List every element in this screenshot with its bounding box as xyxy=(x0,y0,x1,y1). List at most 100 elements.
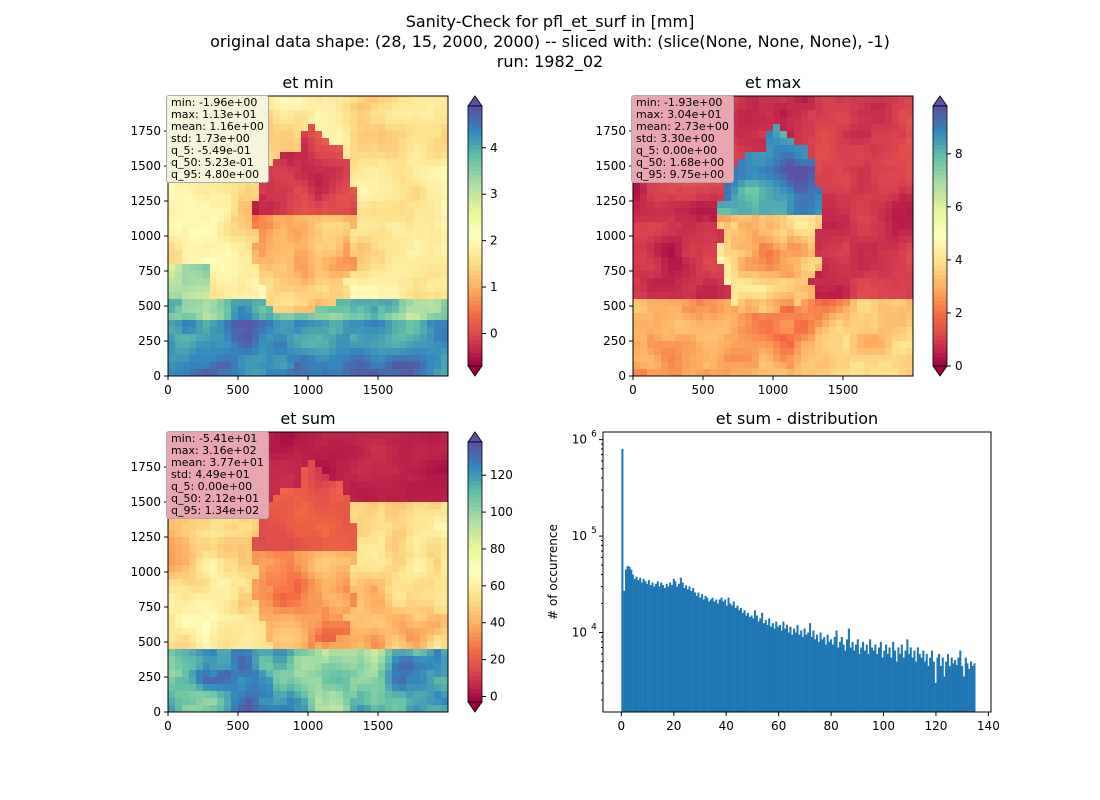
heatmap-cell xyxy=(301,96,309,104)
heatmap-cell xyxy=(710,292,718,300)
heatmap-cell xyxy=(252,327,260,335)
heatmap-cell xyxy=(808,117,816,125)
heatmap-cell xyxy=(808,173,816,181)
heatmap-cell xyxy=(682,362,690,370)
heatmap-cell xyxy=(210,677,218,685)
heatmap-cell xyxy=(878,369,886,377)
heatmap-cell xyxy=(392,572,400,580)
heatmap-cell xyxy=(885,292,893,300)
heatmap-cell xyxy=(231,642,239,650)
heatmap-cell xyxy=(420,124,428,132)
heatmap-cell xyxy=(766,257,774,265)
heatmap-cell xyxy=(864,229,872,237)
heatmap-cell xyxy=(280,194,288,202)
colorbar-segment xyxy=(933,184,947,189)
heatmap-cell xyxy=(294,159,302,167)
heatmap-cell xyxy=(822,180,830,188)
heatmap-cell xyxy=(301,502,309,510)
heatmap-cell xyxy=(287,474,295,482)
heatmap-cell xyxy=(717,236,725,244)
heatmap-cell xyxy=(696,208,704,216)
heatmap-cell xyxy=(189,628,197,636)
heatmap-cell xyxy=(301,138,309,146)
heatmap-cell xyxy=(843,250,851,258)
heatmap-cell xyxy=(308,663,316,671)
heatmap-cell xyxy=(168,187,176,195)
heatmap-cell xyxy=(864,173,872,181)
heatmap-cell xyxy=(217,257,225,265)
heatmap-cell xyxy=(399,320,407,328)
heatmap-cell xyxy=(399,488,407,496)
heatmap-cell xyxy=(759,369,767,377)
heatmap-cell xyxy=(329,103,337,111)
heatmap-cell xyxy=(175,572,183,580)
heatmap-cell xyxy=(322,502,330,510)
heatmap-cell xyxy=(336,642,344,650)
heatmap-cell xyxy=(357,166,365,174)
heatmap-cell xyxy=(315,586,323,594)
colorbar-segment xyxy=(468,162,482,168)
heatmap-cell xyxy=(850,222,858,230)
heatmap-cell xyxy=(434,516,442,524)
colorbar-segment xyxy=(468,275,482,280)
heatmap-cell xyxy=(266,96,274,104)
heatmap-cell xyxy=(357,551,365,559)
heatmap-cell xyxy=(822,173,830,181)
heatmap-cell xyxy=(217,215,225,223)
heatmap-cell xyxy=(399,656,407,664)
heatmap-cell xyxy=(175,327,183,335)
heatmap-cell xyxy=(899,96,907,104)
heatmap-cell xyxy=(413,271,421,279)
heatmap-cell xyxy=(633,355,641,363)
colorbar-segment xyxy=(933,140,947,146)
heatmap-cell xyxy=(885,110,893,118)
heatmap-cell xyxy=(434,243,442,251)
heatmap-cell xyxy=(427,187,435,195)
heatmap-cell xyxy=(745,299,753,307)
heatmap-cell xyxy=(350,271,358,279)
heatmap-cell xyxy=(871,292,879,300)
heatmap-cell xyxy=(885,166,893,174)
heatmap-cell xyxy=(168,579,176,587)
heatmap-cell xyxy=(329,467,337,475)
heatmap-cell xyxy=(336,173,344,181)
heatmap-cell xyxy=(413,460,421,468)
heatmap-cell xyxy=(245,355,253,363)
heatmap-cell xyxy=(829,292,837,300)
heatmap-cell xyxy=(266,551,274,559)
heatmap-cell xyxy=(406,663,414,671)
heatmap-cell xyxy=(843,355,851,363)
heatmap-cell xyxy=(287,264,295,272)
heatmap-cell xyxy=(357,264,365,272)
heatmap-cell xyxy=(906,313,914,321)
heatmap-cell xyxy=(294,537,302,545)
heatmap-cell xyxy=(343,656,351,664)
heatmap-cell xyxy=(399,670,407,678)
heatmap-cell xyxy=(829,103,837,111)
heatmap-cell xyxy=(420,369,428,377)
heatmap-cell xyxy=(294,341,302,349)
heatmap-cell xyxy=(287,614,295,622)
heatmap-cell xyxy=(350,551,358,559)
heatmap-cell xyxy=(647,194,655,202)
heatmap-cell xyxy=(857,124,865,132)
heatmap-cell xyxy=(427,446,435,454)
heatmap-cell xyxy=(836,327,844,335)
heatmap-cell xyxy=(371,117,379,125)
heatmap-cell xyxy=(252,292,260,300)
heatmap-cell xyxy=(773,173,781,181)
heatmap-cell xyxy=(287,691,295,699)
heatmap-cell xyxy=(899,103,907,111)
heatmap-cell xyxy=(273,96,281,104)
heatmap-cell xyxy=(724,313,732,321)
heatmap-cell xyxy=(280,509,288,517)
heatmap-cell xyxy=(668,201,676,209)
heatmap-cell xyxy=(329,159,337,167)
heatmap-cell xyxy=(420,215,428,223)
heatmap-cell xyxy=(752,299,760,307)
heatmap-cell xyxy=(273,642,281,650)
heatmap-cell xyxy=(329,313,337,321)
heatmap-cell xyxy=(266,124,274,132)
heatmap-cell xyxy=(441,691,449,699)
heatmap-cell xyxy=(780,243,788,251)
